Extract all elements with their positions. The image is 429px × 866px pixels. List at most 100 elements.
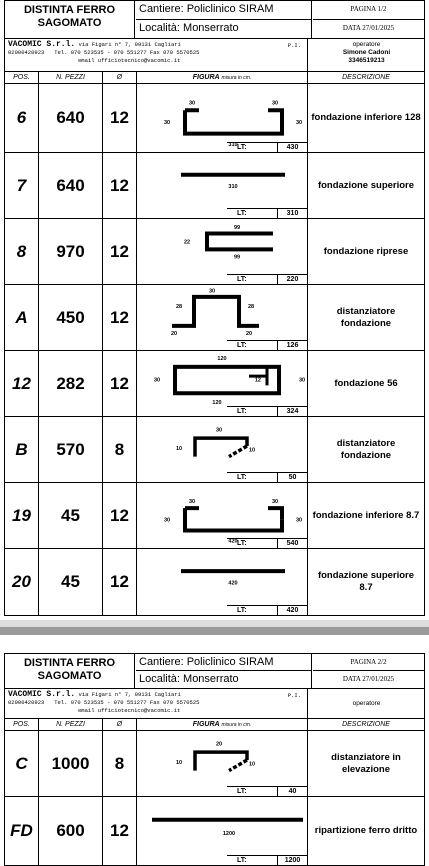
dimension-label: 99	[234, 255, 240, 261]
row-pieces: 600	[39, 797, 103, 865]
total-length: LT: 430	[227, 142, 307, 152]
table-row: 6 640 12 30 30 30 30 310 LT: 430 fondazione i…	[4, 84, 425, 153]
dimension-label: 120	[217, 356, 226, 362]
localita: Località: Monserrato	[139, 21, 239, 34]
dimension-label: 10	[176, 760, 182, 766]
row-diameter: 12	[103, 797, 137, 865]
col-description: DESCRIZIONE	[342, 721, 390, 728]
row-diameter: 12	[103, 219, 137, 284]
company-name: VACOMIC S.r.l.	[8, 40, 76, 49]
cantiere: Cantiere: Policlinico SIRAM	[136, 654, 311, 671]
row-position: A	[5, 285, 39, 350]
email: email ufficiotecnico@vacomic.it	[78, 707, 181, 714]
rebar-shape-drawing: 310	[181, 172, 285, 190]
row-diameter: 8	[103, 731, 137, 796]
lt-label: LT:	[237, 788, 247, 795]
sheet-page-2: DISTINTA FERRO SAGOMATO Cantiere: Policl…	[0, 635, 429, 866]
lt-label: LT:	[237, 857, 247, 864]
lt-value: 420	[277, 606, 307, 615]
row-pieces: 970	[39, 219, 103, 284]
row-description: fondazione inferiore 128	[311, 112, 421, 123]
localita: Località: Monserrato	[139, 673, 239, 685]
table-row: A 450 12 30 28 28 20 20 LT: 126 distanziatore…	[4, 285, 425, 351]
lt-value: 50	[277, 473, 307, 482]
lt-label: LT:	[237, 474, 247, 481]
table-row: FD 600 12 1200 LT: 1200 ripartizione ferr…	[4, 797, 425, 866]
col-description: DESCRIZIONE	[342, 74, 390, 81]
row-position: B	[5, 417, 39, 482]
page-info: PAGINA 1/2 DATA 27/01/2025	[313, 1, 424, 38]
row-position: 20	[5, 549, 39, 615]
row-description: fondazione 56	[334, 377, 398, 389]
email: email ufficiotecnico@vacomic.it	[78, 57, 181, 64]
row-pieces: 450	[39, 285, 103, 350]
row-description: distanziatore fondazione	[336, 305, 396, 329]
row-figure: 1200 LT: 1200	[137, 797, 308, 865]
dimension-label: 12	[255, 377, 261, 383]
row-diameter: 12	[103, 285, 137, 350]
table-row: 20 45 12 420 LT: 420 fondazione superiore…	[4, 549, 425, 616]
dimension-label: 1200	[223, 831, 235, 837]
lt-label: LT:	[237, 540, 247, 547]
operator-phone: 3346519213	[348, 57, 385, 64]
dimension-label: 30	[164, 517, 170, 523]
company-address: via Figari n° 7, 09131 Cagliari	[78, 41, 181, 48]
lt-label: LT:	[237, 144, 247, 151]
col-pieces: N. PEZZI	[39, 719, 103, 730]
dimension-label: 310	[228, 184, 237, 190]
table-row: 12 282 12 120 30 12 30 120 LT: 324 fondazione…	[4, 351, 425, 417]
row-position: 12	[5, 351, 39, 416]
pi-label: P.I.	[287, 42, 301, 49]
row-position: 6	[5, 84, 39, 152]
row-position: 7	[5, 153, 39, 218]
total-length: LT: 1200	[227, 855, 307, 865]
operator-label: operatore	[352, 700, 381, 707]
total-length: LT: 540	[227, 538, 307, 548]
row-figure: 20 10 10 LT: 40	[137, 731, 308, 796]
vat-number: 02000420923	[8, 49, 45, 56]
row-pieces: 570	[39, 417, 103, 482]
site-info: Cantiere: Policlinico SIRAM Località: Mo…	[136, 654, 312, 688]
rebar-shape-drawing: 30 30 30 30 310	[164, 101, 302, 148]
lt-label: LT:	[237, 276, 247, 283]
row-position: 8	[5, 219, 39, 284]
row-position: FD	[5, 797, 39, 865]
row-diameter: 12	[103, 549, 137, 615]
company-info: VACOMIC S.r.l. via Figari n° 7, 09131 Ca…	[4, 39, 425, 72]
page-number: PAGINA 2/2	[313, 654, 424, 671]
table-row: B 570 8 30 10 10 LT: 50 distanziatore fonda…	[4, 417, 425, 483]
lt-label: LT:	[237, 342, 247, 349]
total-length: LT: 220	[227, 274, 307, 284]
row-pieces: 45	[39, 483, 103, 548]
col-diameter: Ø	[103, 72, 137, 83]
dimension-label: 310	[228, 142, 237, 148]
page-separator-bar	[0, 627, 429, 635]
row-figure: 120 30 12 30 120 LT: 324	[137, 351, 308, 416]
total-length: LT: 50	[227, 472, 307, 482]
lt-label: LT:	[237, 408, 247, 415]
rebar-shape-drawing: 120 30 12 30 120	[154, 356, 305, 406]
dimension-label: 120	[212, 400, 221, 406]
row-figure: 30 30 30 30 310 LT: 430	[137, 84, 308, 152]
row-diameter: 12	[103, 84, 137, 152]
table-row: 7 640 12 310 LT: 310 fondazione superiore	[4, 153, 425, 219]
total-length: LT: 420	[227, 605, 307, 615]
total-length: LT: 324	[227, 406, 307, 416]
lt-value: 430	[277, 143, 307, 152]
dimension-label: 99	[234, 225, 240, 231]
operator-info: operatore	[309, 689, 424, 718]
dimension-label: 28	[248, 304, 254, 310]
dimension-label: 30	[272, 499, 278, 505]
row-pieces: 45	[39, 549, 103, 615]
table-row: 19 45 12 30 30 30 30 420 LT: 540 fondazione i…	[4, 483, 425, 549]
row-description: fondazione superiore 8.7	[317, 570, 415, 593]
row-position: C	[5, 731, 39, 796]
dimension-label: 30	[296, 517, 302, 523]
col-pos: POS.	[5, 72, 39, 83]
rebar-shape-drawing: 20 10 10	[176, 742, 255, 773]
vat-number: 02000420923	[8, 699, 45, 706]
operator-label: operatore	[352, 41, 381, 48]
lt-value: 1200	[277, 856, 307, 865]
dimension-label: 30	[299, 377, 305, 383]
table-row: C 1000 8 20 10 10 LT: 40 distanziatore in e…	[4, 731, 425, 797]
